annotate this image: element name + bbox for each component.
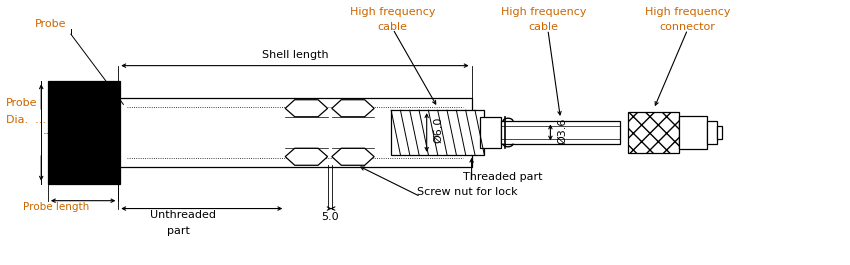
Bar [679, 116, 707, 149]
Text: cable: cable [377, 22, 408, 32]
Text: Probe: Probe [6, 98, 37, 108]
Text: Dia.  ...: Dia. ... [6, 115, 46, 125]
Text: part: part [167, 226, 190, 236]
Bar [628, 112, 679, 153]
Bar [48, 81, 120, 184]
Text: Screw nut for lock: Screw nut for lock [416, 187, 517, 197]
Polygon shape [332, 100, 374, 117]
Polygon shape [332, 148, 374, 165]
Text: Threaded part: Threaded part [463, 172, 542, 182]
Text: High frequency: High frequency [645, 7, 730, 17]
Text: Shell length: Shell length [262, 50, 328, 60]
Polygon shape [286, 100, 327, 117]
Bar [118, 98, 472, 167]
Bar [502, 121, 620, 144]
Bar [707, 121, 717, 144]
Text: Probe: Probe [36, 19, 67, 29]
Text: Ø3.6: Ø3.6 [557, 118, 567, 144]
Text: Ø6.0: Ø6.0 [434, 117, 444, 143]
Polygon shape [286, 148, 327, 165]
Text: connector: connector [660, 22, 716, 32]
Text: High frequency: High frequency [350, 7, 435, 17]
Text: Probe length: Probe length [23, 202, 88, 212]
Text: High frequency: High frequency [501, 7, 586, 17]
Bar [717, 126, 722, 139]
Text: 5.0: 5.0 [320, 213, 338, 223]
Text: cable: cable [529, 22, 558, 32]
Text: Unthreaded: Unthreaded [150, 210, 216, 220]
Bar [391, 110, 484, 155]
Bar [480, 117, 501, 148]
